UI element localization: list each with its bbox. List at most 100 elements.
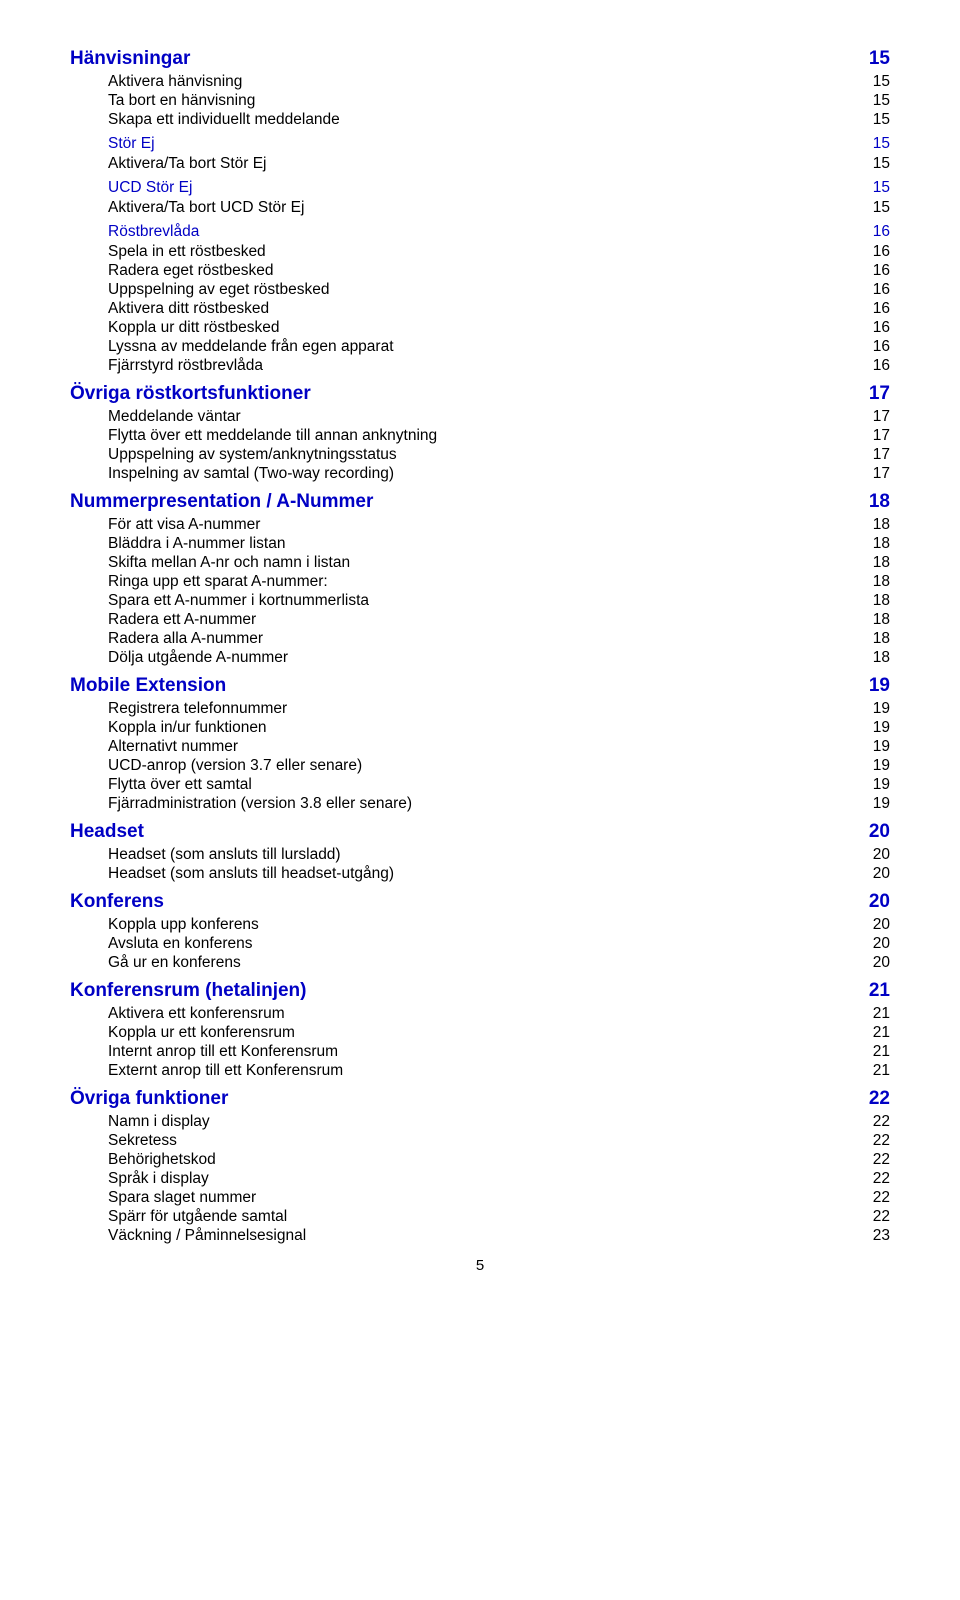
toc-entry[interactable]: Aktivera ett konferensrum21 — [70, 1005, 890, 1023]
toc-entry[interactable]: Meddelande väntar17 — [70, 408, 890, 426]
toc-entry[interactable]: Externt anrop till ett Konferensrum21 — [70, 1062, 890, 1080]
toc-entry-label: Flytta över ett meddelande till annan an… — [108, 427, 437, 445]
toc-entry-label: Aktivera hänvisning — [108, 73, 242, 91]
toc-entry[interactable]: Fjärrstyrd röstbrevlåda16 — [70, 357, 890, 375]
toc-entry-label: Gå ur en konferens — [108, 954, 241, 972]
toc-entry[interactable]: Headset (som ansluts till headset-utgång… — [70, 865, 890, 883]
toc-entry-page: 15 — [871, 135, 890, 153]
toc-entry[interactable]: Headset (som ansluts till lursladd)20 — [70, 846, 890, 864]
toc-entry[interactable]: Hänvisningar15 — [70, 48, 890, 70]
toc-entry[interactable]: Aktivera/Ta bort UCD Stör Ej15 — [70, 199, 890, 217]
toc-entry[interactable]: Koppla in/ur funktionen19 — [70, 719, 890, 737]
toc-entry[interactable]: Radera eget röstbesked16 — [70, 262, 890, 280]
toc-entry-label: Internt anrop till ett Konferensrum — [108, 1043, 338, 1061]
toc-entry[interactable]: Övriga röstkortsfunktioner17 — [70, 383, 890, 405]
toc-entry-label: Fjärradministration (version 3.8 eller s… — [108, 795, 412, 813]
toc-entry-page: 18 — [871, 535, 890, 553]
toc-entry-label: Registrera telefonnummer — [108, 700, 287, 718]
toc-entry[interactable]: UCD Stör Ej15 — [70, 179, 890, 197]
toc-entry-label: Röstbrevlåda — [108, 223, 199, 241]
toc-entry[interactable]: Konferensrum (hetalinjen)21 — [70, 980, 890, 1002]
toc-entry[interactable]: Ta bort en hänvisning15 — [70, 92, 890, 110]
toc-entry-page: 22 — [867, 1088, 890, 1110]
toc-entry[interactable]: Ringa upp ett sparat A-nummer:18 — [70, 573, 890, 591]
toc-entry[interactable]: Aktivera hänvisning15 — [70, 73, 890, 91]
toc-entry[interactable]: Avsluta en konferens20 — [70, 935, 890, 953]
toc-entry-label: Koppla ur ditt röstbesked — [108, 319, 279, 337]
toc-entry[interactable]: Spela in ett röstbesked16 — [70, 243, 890, 261]
toc-entry[interactable]: Nummerpresentation / A-Nummer18 — [70, 491, 890, 513]
toc-entry[interactable]: Spärr för utgående samtal 22 — [70, 1208, 890, 1226]
toc-entry-page: 18 — [871, 649, 890, 667]
toc-entry[interactable]: För att visa A-nummer18 — [70, 516, 890, 534]
toc-entry-page: 20 — [871, 935, 890, 953]
toc-entry[interactable]: Bläddra i A-nummer listan18 — [70, 535, 890, 553]
toc-entry[interactable]: Mobile Extension19 — [70, 675, 890, 697]
toc-entry[interactable]: Spara slaget nummer22 — [70, 1189, 890, 1207]
toc-entry-page: 21 — [871, 1024, 890, 1042]
toc-entry-label: Inspelning av samtal (Two-way recording) — [108, 465, 394, 483]
toc-entry[interactable]: Övriga funktioner22 — [70, 1088, 890, 1110]
toc-entry-page: 16 — [871, 338, 890, 356]
toc-entry[interactable]: Dölja utgående A-nummer 18 — [70, 649, 890, 667]
toc-entry[interactable]: Alternativt nummer 19 — [70, 738, 890, 756]
toc-entry-page: 16 — [871, 300, 890, 318]
toc-entry[interactable]: Skifta mellan A-nr och namn i listan18 — [70, 554, 890, 572]
toc-entry[interactable]: UCD-anrop (version 3.7 eller senare)19 — [70, 757, 890, 775]
toc-entry-page: 15 — [867, 48, 890, 70]
toc-entry-label: Alternativt nummer — [108, 738, 238, 756]
toc-entry-label: Lyssna av meddelande från egen apparat — [108, 338, 394, 356]
toc-entry-page: 22 — [871, 1189, 890, 1207]
toc-entry[interactable]: Sekretess22 — [70, 1132, 890, 1150]
toc-entry[interactable]: Flytta över ett meddelande till annan an… — [70, 427, 890, 445]
toc-entry-label: Nummerpresentation / A-Nummer — [70, 491, 373, 513]
toc-entry[interactable]: Lyssna av meddelande från egen apparat 16 — [70, 338, 890, 356]
toc-entry-page: 22 — [871, 1132, 890, 1150]
toc-entry-label: Spärr för utgående samtal — [108, 1208, 287, 1226]
toc-entry-page: 19 — [871, 738, 890, 756]
toc-entry-page: 17 — [871, 446, 890, 464]
toc-entry-page: 22 — [871, 1170, 890, 1188]
toc-entry[interactable]: Väckning / Påminnelsesignal23 — [70, 1227, 890, 1245]
toc-entry-page: 18 — [871, 611, 890, 629]
toc-entry[interactable]: Registrera telefonnummer 19 — [70, 700, 890, 718]
toc-entry-label: Aktivera ett konferensrum — [108, 1005, 285, 1023]
toc-entry[interactable]: Koppla ur ett konferensrum21 — [70, 1024, 890, 1042]
toc-entry[interactable]: Spara ett A-nummer i kortnummerlista18 — [70, 592, 890, 610]
toc-entry-label: UCD-anrop (version 3.7 eller senare) — [108, 757, 362, 775]
toc-entry[interactable]: Namn i display22 — [70, 1113, 890, 1131]
toc-entry[interactable]: Radera alla A-nummer18 — [70, 630, 890, 648]
toc-entry-page: 15 — [871, 111, 890, 129]
toc-entry-page: 16 — [871, 262, 890, 280]
toc-entry-page: 16 — [871, 223, 890, 241]
toc-entry[interactable]: Konferens20 — [70, 891, 890, 913]
page-number: 5 — [70, 1257, 890, 1274]
toc-entry-page: 15 — [871, 179, 890, 197]
toc-entry[interactable]: Stör Ej15 — [70, 135, 890, 153]
toc-entry[interactable]: Inspelning av samtal (Two-way recording)… — [70, 465, 890, 483]
toc-entry[interactable]: Headset20 — [70, 821, 890, 843]
toc-entry[interactable]: Koppla upp konferens20 — [70, 916, 890, 934]
toc-entry-page: 20 — [871, 865, 890, 883]
toc-entry-label: Dölja utgående A-nummer — [108, 649, 288, 667]
toc-entry[interactable]: Flytta över ett samtal19 — [70, 776, 890, 794]
toc-entry[interactable]: Gå ur en konferens20 — [70, 954, 890, 972]
toc-entry[interactable]: Uppspelning av eget röstbesked16 — [70, 281, 890, 299]
toc-entry[interactable]: Språk i display22 — [70, 1170, 890, 1188]
toc-entry[interactable]: Uppspelning av system/anknytningsstatus1… — [70, 446, 890, 464]
toc-entry-page: 18 — [871, 573, 890, 591]
toc-entry-page: 20 — [867, 821, 890, 843]
toc-entry[interactable]: Radera ett A-nummer18 — [70, 611, 890, 629]
toc-entry[interactable]: Skapa ett individuellt meddelande15 — [70, 111, 890, 129]
toc-entry[interactable]: Fjärradministration (version 3.8 eller s… — [70, 795, 890, 813]
toc-entry-page: 22 — [871, 1208, 890, 1226]
toc-entry[interactable]: Behörighetskod22 — [70, 1151, 890, 1169]
toc-entry[interactable]: Aktivera ditt röstbesked16 — [70, 300, 890, 318]
toc-entry-page: 19 — [871, 700, 890, 718]
toc-entry[interactable]: Internt anrop till ett Konferensrum21 — [70, 1043, 890, 1061]
toc-entry[interactable]: Aktivera/Ta bort Stör Ej15 — [70, 155, 890, 173]
toc-entry-label: Koppla in/ur funktionen — [108, 719, 267, 737]
toc-entry[interactable]: Röstbrevlåda 16 — [70, 223, 890, 241]
toc-entry-page: 19 — [871, 795, 890, 813]
toc-entry[interactable]: Koppla ur ditt röstbesked16 — [70, 319, 890, 337]
